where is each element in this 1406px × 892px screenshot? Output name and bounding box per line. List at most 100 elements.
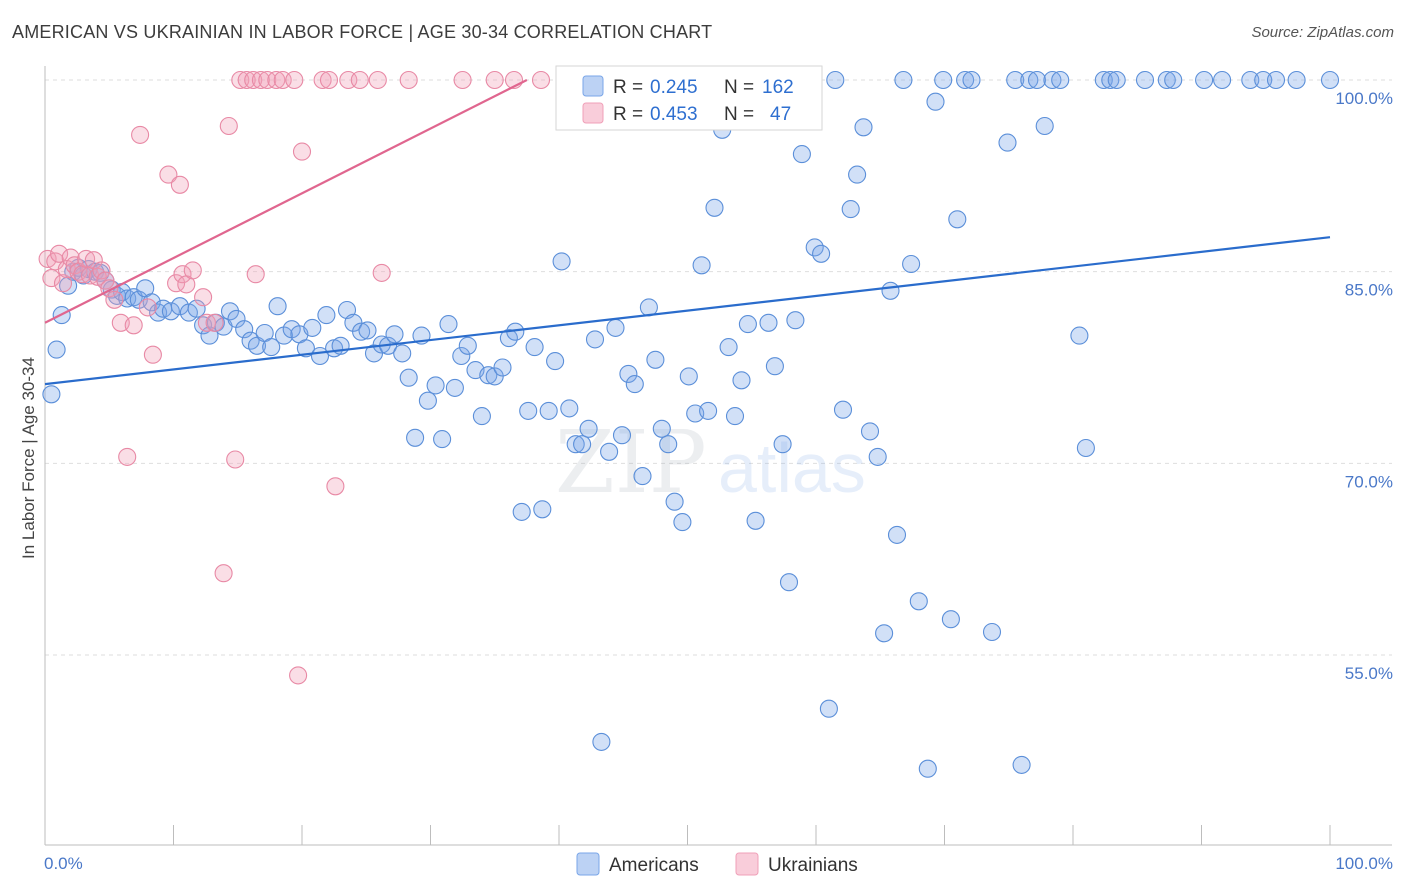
bottom-legend: Americans Ukrainians <box>576 852 858 876</box>
ukrainians-point-48 <box>319 70 339 90</box>
ukrainians-point-58 <box>531 70 551 90</box>
americans-point-137 <box>956 70 975 90</box>
legend-r-ukrainians: 0.453 <box>650 104 698 125</box>
americans-point-140 <box>998 133 1017 152</box>
ukrainians-point-26 <box>173 265 192 284</box>
gridlines <box>45 79 1392 656</box>
ukrainians-point-45 <box>289 666 308 685</box>
ukrainians-points <box>38 70 551 685</box>
americans-point-158 <box>1241 70 1260 90</box>
americans-point-54 <box>393 344 412 363</box>
tick-labels: 55.0% 70.0% 85.0% 100.0% 0.0% 100.0% <box>44 89 1393 873</box>
americans-point-135 <box>941 610 960 629</box>
americans-point-63 <box>452 346 471 366</box>
americans-point-97 <box>679 367 698 386</box>
americans-point-146 <box>1043 70 1062 90</box>
ukrainians-point-27 <box>170 175 189 194</box>
americans-point-144 <box>1027 70 1047 90</box>
ukrainians-point-51 <box>350 70 369 90</box>
americans-point-76 <box>539 401 558 420</box>
legend-n-americans: 162 <box>762 77 794 98</box>
ukrainians-point-21 <box>131 125 150 144</box>
americans-point-48 <box>352 322 371 341</box>
ukrainians-point-46 <box>292 142 312 161</box>
ukrainians-point-49 <box>326 477 345 496</box>
americans-point-29 <box>220 302 240 321</box>
americans-point-53 <box>385 325 404 344</box>
watermark-zip: ZIP <box>555 413 707 513</box>
americans-point-35 <box>262 338 281 357</box>
americans-point-58 <box>418 391 437 410</box>
americans-point-161 <box>1287 70 1306 90</box>
ukrainians-point-1 <box>42 269 61 288</box>
americans-point-118 <box>819 699 838 718</box>
americans-point-74 <box>525 338 544 357</box>
americans-point-154 <box>1157 70 1176 90</box>
ukrainians-point-20 <box>124 316 143 335</box>
americans-point-132 <box>918 759 937 778</box>
americans-point-153 <box>1135 70 1155 90</box>
americans-point-119 <box>826 70 845 90</box>
americans-point-43 <box>317 306 336 325</box>
americans-point-103 <box>719 338 738 357</box>
americans-point-113 <box>786 311 805 330</box>
ukrainians-trend-line <box>44 79 528 324</box>
bottom-legend-swatch-americans <box>576 852 600 876</box>
americans-point-130 <box>902 254 921 274</box>
americans-point-111 <box>773 435 792 454</box>
americans-point-60 <box>433 430 452 449</box>
ukrainians-point-29 <box>183 261 202 280</box>
americans-point-105 <box>732 371 751 390</box>
americans-point-84 <box>592 732 611 751</box>
americans-point-160 <box>1266 70 1286 90</box>
americans-point-150 <box>1094 70 1113 90</box>
ukrainians-point-54 <box>399 70 418 90</box>
americans-point-109 <box>759 313 778 332</box>
legend-box: R = 0.245 N = 162 R = 0.453 N = 47 <box>555 65 823 131</box>
americans-point-152 <box>1107 70 1126 90</box>
ukrainians-point-31 <box>197 313 216 332</box>
watermark-atlas: atlas <box>718 429 866 507</box>
americans-point-77 <box>546 352 565 371</box>
y-tick-label-70: 70.0% <box>1345 472 1393 491</box>
americans-point-134 <box>934 70 953 90</box>
ukrainians-point-22 <box>138 298 157 317</box>
americans-point-106 <box>738 315 757 334</box>
americans-point-62 <box>445 378 464 397</box>
x-tick-label-0: 0.0% <box>44 854 83 873</box>
americans-point-41 <box>303 318 322 337</box>
y-tick-label-100: 100.0% <box>1335 89 1393 108</box>
ukrainians-point-17 <box>105 290 124 309</box>
americans-point-136 <box>948 210 967 229</box>
americans-point-141 <box>1006 70 1025 90</box>
legend-r-label-americans: R = <box>613 77 643 98</box>
americans-point-139 <box>982 622 1002 642</box>
americans-point-69 <box>493 358 512 377</box>
ukrainians-point-47 <box>313 70 332 90</box>
americans-point-36 <box>268 297 287 316</box>
americans-point-90 <box>633 467 652 486</box>
americans-point-128 <box>887 525 907 544</box>
americans-point-49 <box>358 321 377 340</box>
legend-r-label-ukrainians: R = <box>613 104 643 125</box>
americans-point-110 <box>765 357 784 376</box>
americans-point-95 <box>665 492 684 511</box>
americans-point-21 <box>161 302 180 321</box>
trend-lines <box>44 79 1331 386</box>
americans-point-72 <box>512 502 531 521</box>
americans-point-94 <box>659 435 678 454</box>
americans-point-82 <box>579 419 598 438</box>
ukrainians-point-40 <box>251 70 270 90</box>
ukrainians-point-24 <box>159 165 178 184</box>
americans-point-73 <box>519 401 538 420</box>
americans-point-156 <box>1195 70 1214 90</box>
ukrainians-point-52 <box>368 70 387 90</box>
americans-point-70 <box>499 329 518 348</box>
ukrainians-point-56 <box>485 70 504 90</box>
americans-point-116 <box>805 238 824 257</box>
americans-point-133 <box>926 92 945 111</box>
legend-swatch-ukrainians <box>582 102 604 124</box>
americans-point-78 <box>552 252 571 271</box>
americans-point-80 <box>566 435 585 454</box>
americans-point-59 <box>426 376 445 395</box>
